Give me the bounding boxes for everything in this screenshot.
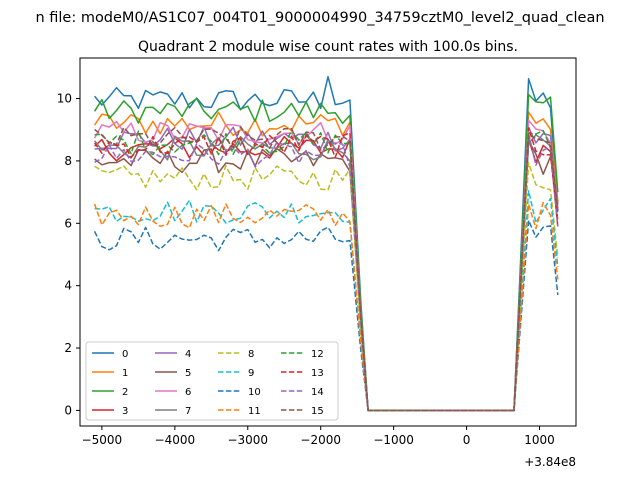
- series-line-15: [94, 126, 559, 412]
- legend-label-10: 10: [248, 387, 261, 398]
- x-axis-offset-label: +3.84e8: [524, 455, 576, 469]
- figure-suptitle: n file: modeM0/AS1C07_004T01_9000004990_…: [35, 10, 604, 26]
- legend-label-13: 13: [311, 368, 324, 379]
- x-axis: −5000 −4000 −3000 −2000 −1000 0 1000: [82, 426, 555, 447]
- legend-label-4: 4: [185, 349, 191, 360]
- series-line-11: [93, 201, 559, 412]
- legend-label-3: 3: [122, 406, 128, 417]
- legend-label-7: 7: [185, 406, 191, 417]
- chart-title: Quadrant 2 module wise count rates with …: [138, 39, 518, 55]
- legend-label-2: 2: [122, 387, 128, 398]
- y-tick-label: 2: [64, 341, 72, 355]
- legend-label-6: 6: [185, 387, 191, 398]
- series-line-12: [94, 129, 559, 412]
- series-line-13: [93, 127, 559, 412]
- y-axis: 0 2 4 6 8 10: [57, 92, 80, 417]
- x-tick-label: 0: [463, 433, 471, 447]
- plot-frame: [79, 57, 577, 427]
- x-tick-label: −3000: [227, 433, 268, 447]
- x-tick-label: −2000: [300, 433, 341, 447]
- legend-label-14: 14: [311, 387, 324, 398]
- legend-label-8: 8: [248, 349, 254, 360]
- legend-label-12: 12: [311, 349, 324, 360]
- x-tick-label: 1000: [524, 433, 555, 447]
- x-tick-label: −4000: [155, 433, 196, 447]
- y-tick-label: 8: [64, 154, 72, 168]
- legend-box: [85, 341, 339, 421]
- y-tick-label: 6: [64, 216, 72, 230]
- legend-label-1: 1: [122, 368, 128, 379]
- legend-label-11: 11: [248, 406, 261, 417]
- legend-label-9: 9: [248, 368, 254, 379]
- x-tick-label: −1000: [373, 433, 414, 447]
- legend-label-15: 15: [311, 406, 324, 417]
- x-tick-label: −5000: [82, 433, 123, 447]
- y-tick-label: 10: [57, 92, 72, 106]
- legend-label-0: 0: [122, 349, 128, 360]
- y-tick-label: 0: [64, 403, 72, 417]
- legend-label-5: 5: [185, 368, 191, 379]
- y-tick-label: 4: [64, 279, 72, 293]
- series-line-9: [94, 190, 559, 412]
